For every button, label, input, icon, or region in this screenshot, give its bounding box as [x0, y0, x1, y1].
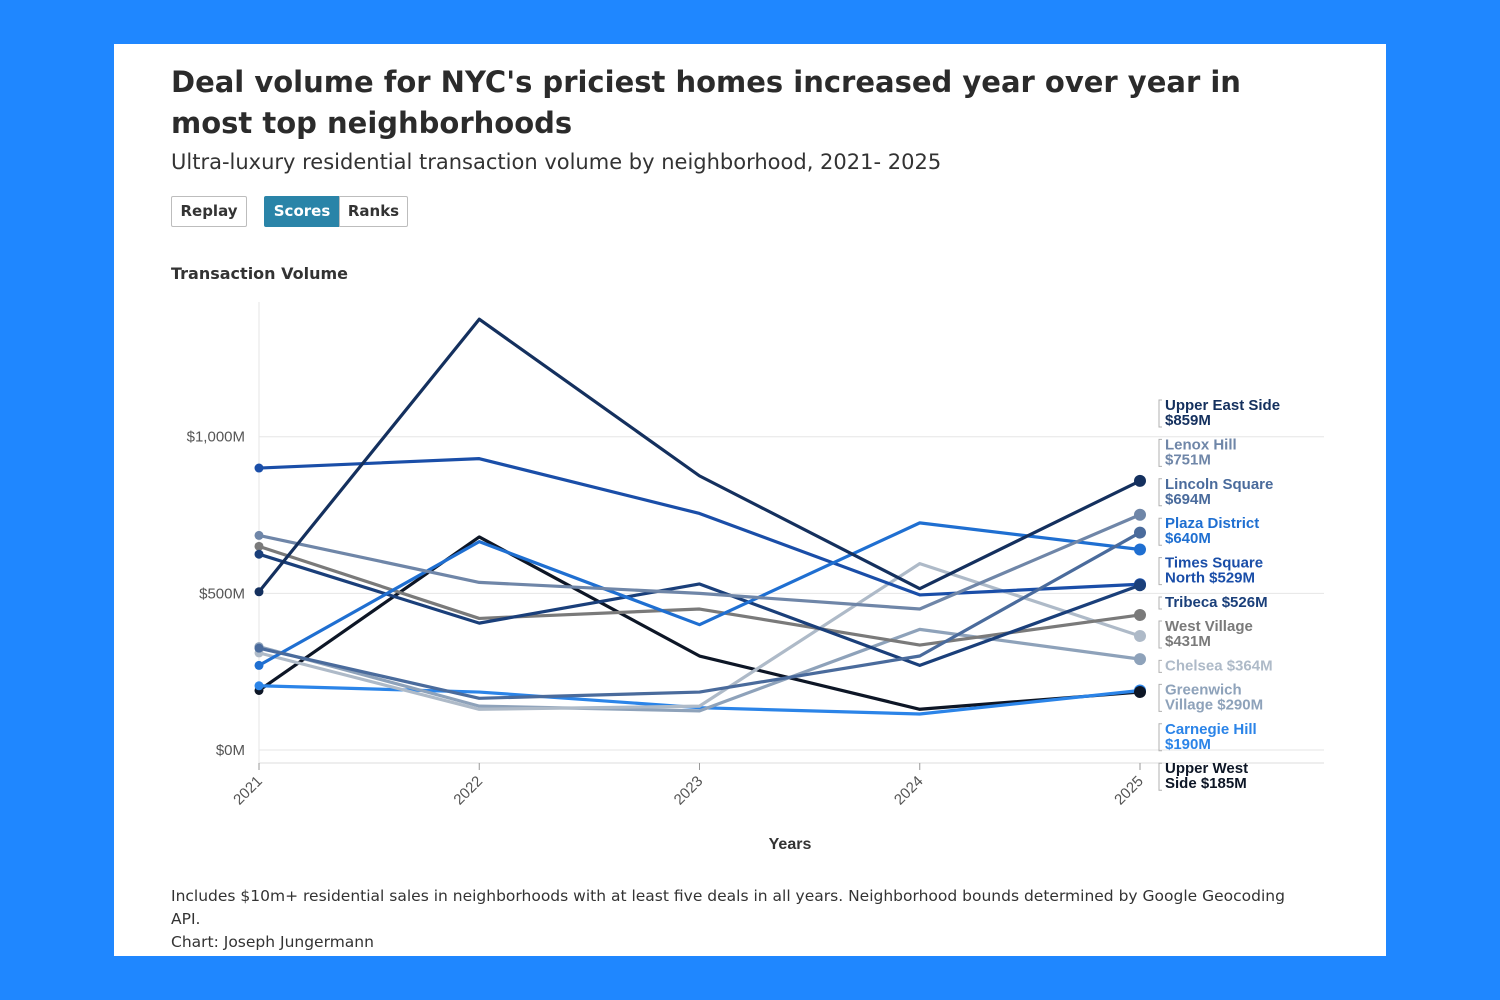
series-line-lenox-hill — [257, 513, 1142, 611]
footnote-note: Includes $10m+ residential sales in neig… — [171, 887, 1285, 928]
chart-credit: Chart: Joseph Jungermann — [171, 933, 374, 951]
end-label-text: North $529M — [1165, 570, 1255, 587]
end-label-text: Tribeca $526M — [1165, 594, 1268, 611]
end-label-text: West Village — [1165, 618, 1253, 635]
end-label-bracket — [1158, 659, 1162, 673]
series-end-point — [1134, 543, 1146, 556]
end-label-bracket — [1158, 438, 1162, 467]
x-tick-label: 2022 — [450, 773, 486, 809]
series-end-point — [1134, 579, 1146, 592]
series-start-point — [254, 643, 264, 653]
end-label-bracket — [1158, 478, 1162, 507]
series-line-greenwich-village — [257, 627, 1142, 713]
series-line-west-village — [257, 544, 1142, 647]
end-label-text: Upper East Side — [1165, 397, 1280, 414]
y-axis-title: Transaction Volume — [171, 264, 349, 283]
end-label-bracket — [1158, 620, 1162, 649]
series-start-point — [254, 463, 264, 473]
series-line-upper-east-side — [257, 317, 1142, 594]
end-label-text: Chelsea $364M — [1165, 657, 1273, 674]
end-label-text: Plaza District — [1165, 515, 1259, 532]
series-end-point — [1134, 629, 1146, 642]
end-label-bracket — [1158, 517, 1162, 546]
series-end-point — [1134, 653, 1146, 666]
end-label-bracket — [1158, 723, 1162, 752]
y-tick-label: $500M — [199, 585, 245, 602]
end-label-text: $694M — [1165, 491, 1211, 508]
chart-title: Deal volume for NYC's priciest homes inc… — [171, 65, 1241, 140]
end-label-text: Side $185M — [1165, 775, 1247, 792]
line-chart: $0M $500M $1,000M 2021 2022 2023 2024 2025 Years… — [187, 302, 1324, 853]
end-label-text: $190M — [1165, 736, 1211, 753]
end-label-bracket — [1158, 557, 1162, 586]
series-line-lincoln-square — [257, 530, 1142, 700]
end-label-text: Lincoln Square — [1165, 476, 1273, 493]
series-line-times-square-north — [257, 457, 1142, 597]
series-start-point — [254, 530, 264, 540]
series-line-tribeca — [257, 552, 1142, 668]
series-line-plaza-district — [257, 521, 1142, 668]
end-label-text: Village $290M — [1165, 696, 1263, 713]
scores-toggle-button[interactable]: Scores — [264, 196, 340, 227]
end-label-text: $431M — [1165, 633, 1211, 650]
chart-subtitle: Ultra-luxury residential transaction vol… — [171, 150, 942, 174]
end-label-bracket — [1158, 399, 1162, 428]
x-tick-label: 2024 — [891, 773, 927, 809]
chart-card: Deal volume for NYC's priciest homes inc… — [114, 44, 1386, 956]
y-tick-label: $0M — [216, 742, 245, 759]
end-label-text: Lenox Hill — [1165, 436, 1237, 453]
end-label-bracket — [1158, 762, 1162, 791]
end-label-text: $640M — [1165, 530, 1211, 547]
end-label-text: $859M — [1165, 412, 1211, 429]
x-tick-label: 2025 — [1111, 773, 1147, 809]
footnote: Includes $10m+ residential sales in neig… — [171, 885, 1291, 954]
series-start-point — [254, 660, 264, 670]
series-start-point — [254, 549, 264, 559]
end-label-text: Times Square — [1165, 555, 1263, 572]
end-label-bracket — [1158, 596, 1162, 610]
x-tick-label: 2021 — [230, 773, 266, 809]
series-start-point — [254, 681, 264, 691]
end-label-bracket — [1158, 683, 1162, 712]
series-start-point — [254, 587, 264, 597]
ranks-toggle-button[interactable]: Ranks — [339, 196, 408, 227]
x-tick-label: 2023 — [671, 773, 707, 809]
y-tick-label: $1,000M — [187, 429, 245, 446]
series-end-point — [1134, 508, 1146, 521]
end-label-text: Upper West — [1165, 760, 1248, 777]
series-line-upper-west-side — [257, 535, 1142, 711]
x-axis-title: Years — [769, 836, 812, 853]
replay-button[interactable]: Replay — [171, 196, 247, 227]
series-end-point — [1134, 526, 1146, 539]
series-end-point — [1134, 608, 1146, 621]
end-label-text: $751M — [1165, 451, 1211, 468]
series-start-point — [254, 541, 264, 551]
series-line-chelsea — [257, 561, 1142, 711]
series-end-point — [1134, 686, 1146, 699]
series-end-point — [1134, 474, 1146, 487]
end-label-text: Greenwich — [1165, 681, 1242, 698]
end-label-text: Carnegie Hill — [1165, 721, 1257, 738]
